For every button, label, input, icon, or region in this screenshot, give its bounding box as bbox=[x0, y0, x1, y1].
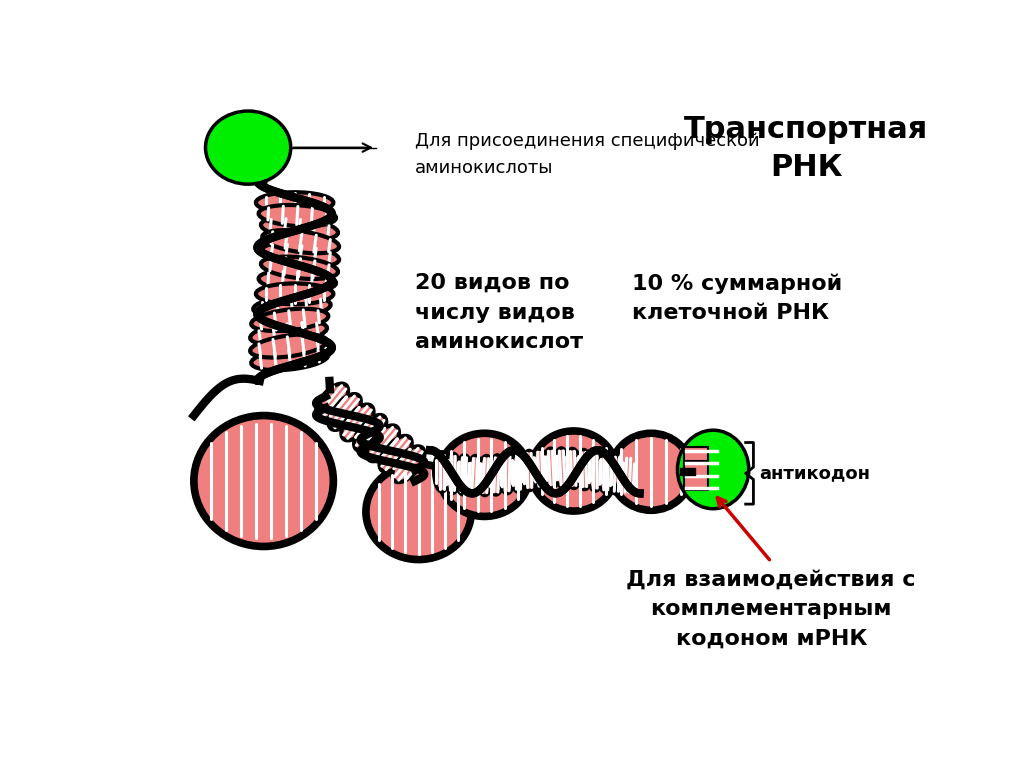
Ellipse shape bbox=[329, 394, 360, 430]
Ellipse shape bbox=[532, 449, 549, 489]
Ellipse shape bbox=[380, 435, 412, 472]
Ellipse shape bbox=[531, 431, 616, 511]
FancyBboxPatch shape bbox=[684, 476, 708, 490]
Ellipse shape bbox=[262, 230, 339, 253]
Ellipse shape bbox=[250, 334, 327, 358]
Ellipse shape bbox=[367, 425, 399, 462]
Ellipse shape bbox=[565, 449, 582, 488]
Ellipse shape bbox=[620, 455, 636, 495]
Ellipse shape bbox=[456, 455, 472, 495]
Text: антикодон: антикодон bbox=[760, 465, 870, 482]
Ellipse shape bbox=[543, 449, 559, 488]
Text: 10 % суммарной
клеточной РНК: 10 % суммарной клеточной РНК bbox=[632, 273, 842, 323]
Ellipse shape bbox=[609, 454, 625, 495]
Ellipse shape bbox=[439, 433, 529, 516]
Ellipse shape bbox=[488, 455, 505, 495]
Ellipse shape bbox=[510, 452, 526, 492]
Ellipse shape bbox=[554, 448, 570, 488]
Ellipse shape bbox=[262, 243, 339, 266]
Ellipse shape bbox=[251, 309, 329, 331]
Ellipse shape bbox=[521, 451, 538, 491]
Ellipse shape bbox=[587, 451, 603, 491]
Ellipse shape bbox=[500, 454, 516, 494]
Ellipse shape bbox=[259, 270, 336, 292]
Ellipse shape bbox=[678, 430, 749, 508]
Ellipse shape bbox=[194, 415, 334, 547]
Ellipse shape bbox=[315, 383, 348, 419]
Text: Для взаимодействия с
комплементарным
кодоном мРНК: Для взаимодействия с комплементарным код… bbox=[627, 570, 916, 649]
Ellipse shape bbox=[253, 296, 331, 317]
Text: 20 видов по
числу видов
аминокислот: 20 видов по числу видов аминокислот bbox=[415, 273, 583, 353]
Ellipse shape bbox=[354, 415, 386, 451]
Text: Для присоединения специфической
аминокислоты: Для присоединения специфической аминокис… bbox=[415, 132, 760, 177]
Ellipse shape bbox=[261, 217, 338, 240]
Ellipse shape bbox=[575, 449, 592, 489]
FancyBboxPatch shape bbox=[684, 462, 708, 475]
Ellipse shape bbox=[444, 453, 461, 493]
Ellipse shape bbox=[477, 455, 494, 495]
Ellipse shape bbox=[341, 405, 374, 440]
Ellipse shape bbox=[250, 321, 327, 345]
Ellipse shape bbox=[611, 433, 691, 510]
Ellipse shape bbox=[256, 192, 334, 213]
Ellipse shape bbox=[206, 111, 291, 184]
Ellipse shape bbox=[467, 455, 483, 495]
Ellipse shape bbox=[256, 283, 334, 304]
Ellipse shape bbox=[434, 452, 450, 492]
Ellipse shape bbox=[259, 205, 336, 227]
Text: Транспортная
РНК: Транспортная РНК bbox=[684, 115, 928, 183]
Ellipse shape bbox=[392, 446, 425, 482]
Ellipse shape bbox=[251, 348, 329, 370]
Ellipse shape bbox=[598, 453, 614, 493]
FancyBboxPatch shape bbox=[684, 447, 708, 461]
Ellipse shape bbox=[366, 464, 471, 560]
Ellipse shape bbox=[261, 257, 338, 279]
